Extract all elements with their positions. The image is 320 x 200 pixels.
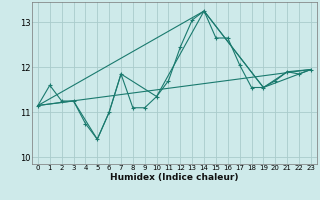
X-axis label: Humidex (Indice chaleur): Humidex (Indice chaleur) [110, 173, 239, 182]
